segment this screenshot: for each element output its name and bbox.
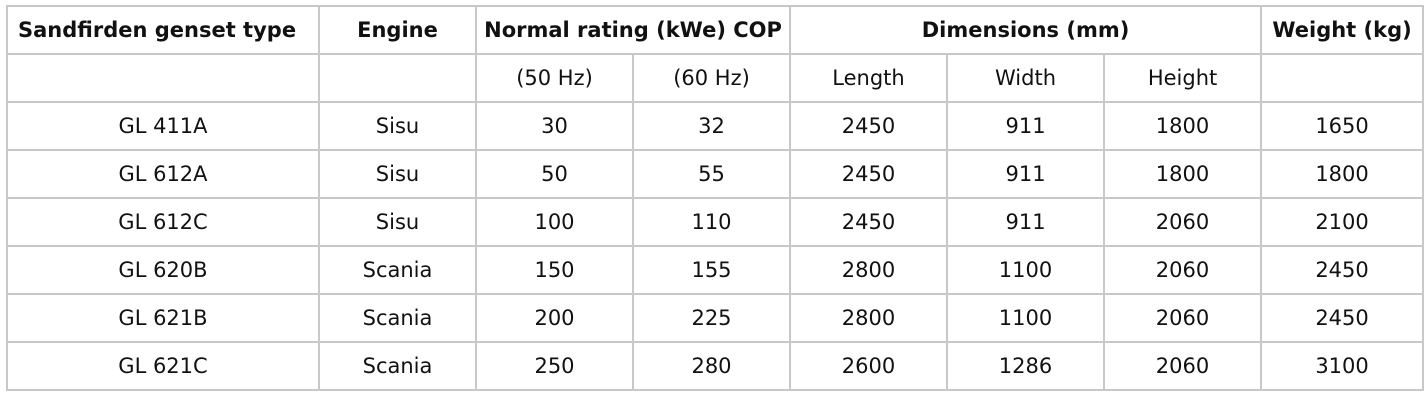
cell-rating-50hz: 30 bbox=[475, 101, 634, 151]
cell-height: 2060 bbox=[1103, 197, 1263, 247]
genset-table-container: Sandfirden genset type Engine Normal rat… bbox=[6, 5, 1425, 391]
cell-length: 2450 bbox=[789, 101, 949, 151]
table-row: GL 621C Scania 250 280 2600 1286 2060 31… bbox=[6, 341, 1425, 391]
cell-engine: Scania bbox=[318, 245, 477, 295]
subheader-length: Length bbox=[789, 53, 949, 103]
col-header-engine: Engine bbox=[318, 5, 477, 55]
subheader-empty-type bbox=[6, 53, 320, 103]
subheader-row: (50 Hz) (60 Hz) Length Width Height bbox=[6, 53, 1425, 103]
cell-height: 2060 bbox=[1103, 341, 1263, 391]
table-row: GL 620B Scania 150 155 2800 1100 2060 24… bbox=[6, 245, 1425, 295]
col-header-dimensions: Dimensions (mm) bbox=[789, 5, 1263, 55]
cell-width: 1100 bbox=[946, 293, 1106, 343]
cell-engine: Scania bbox=[318, 293, 477, 343]
cell-weight: 2450 bbox=[1260, 245, 1425, 295]
cell-rating-50hz: 200 bbox=[475, 293, 634, 343]
cell-genset-type: GL 620B bbox=[6, 245, 320, 295]
cell-genset-type: GL 612A bbox=[6, 149, 320, 199]
cell-rating-50hz: 150 bbox=[475, 245, 634, 295]
cell-height: 1800 bbox=[1103, 101, 1263, 151]
cell-weight: 3100 bbox=[1260, 341, 1425, 391]
cell-genset-type: GL 612C bbox=[6, 197, 320, 247]
cell-length: 2800 bbox=[789, 293, 949, 343]
cell-length: 2600 bbox=[789, 341, 949, 391]
cell-width: 1286 bbox=[946, 341, 1106, 391]
cell-width: 911 bbox=[946, 149, 1106, 199]
cell-engine: Sisu bbox=[318, 197, 477, 247]
col-header-weight: Weight (kg) bbox=[1260, 5, 1425, 55]
cell-weight: 2100 bbox=[1260, 197, 1425, 247]
cell-height: 2060 bbox=[1103, 293, 1263, 343]
genset-spec-table: Sandfirden genset type Engine Normal rat… bbox=[6, 5, 1425, 391]
cell-rating-60hz: 110 bbox=[631, 197, 792, 247]
header-row: Sandfirden genset type Engine Normal rat… bbox=[6, 5, 1425, 55]
cell-height: 1800 bbox=[1103, 149, 1263, 199]
subheader-height: Height bbox=[1103, 53, 1263, 103]
cell-genset-type: GL 621C bbox=[6, 341, 320, 391]
cell-length: 2450 bbox=[789, 149, 949, 199]
table-row: GL 612C Sisu 100 110 2450 911 2060 2100 bbox=[6, 197, 1425, 247]
cell-width: 911 bbox=[946, 101, 1106, 151]
cell-weight: 1650 bbox=[1260, 101, 1425, 151]
cell-height: 2060 bbox=[1103, 245, 1263, 295]
subheader-50hz: (50 Hz) bbox=[475, 53, 634, 103]
cell-length: 2450 bbox=[789, 197, 949, 247]
subheader-60hz: (60 Hz) bbox=[631, 53, 792, 103]
cell-engine: Scania bbox=[318, 341, 477, 391]
cell-rating-60hz: 280 bbox=[631, 341, 792, 391]
subheader-width: Width bbox=[946, 53, 1106, 103]
cell-rating-60hz: 55 bbox=[631, 149, 792, 199]
table-row: GL 411A Sisu 30 32 2450 911 1800 1650 bbox=[6, 101, 1425, 151]
subheader-empty-weight bbox=[1260, 53, 1425, 103]
cell-length: 2800 bbox=[789, 245, 949, 295]
subheader-empty-engine bbox=[318, 53, 477, 103]
cell-engine: Sisu bbox=[318, 149, 477, 199]
table-row: GL 621B Scania 200 225 2800 1100 2060 24… bbox=[6, 293, 1425, 343]
table-row: GL 612A Sisu 50 55 2450 911 1800 1800 bbox=[6, 149, 1425, 199]
cell-rating-60hz: 32 bbox=[631, 101, 792, 151]
cell-genset-type: GL 621B bbox=[6, 293, 320, 343]
cell-rating-50hz: 100 bbox=[475, 197, 634, 247]
col-header-genset-type: Sandfirden genset type bbox=[6, 5, 320, 55]
cell-rating-50hz: 250 bbox=[475, 341, 634, 391]
col-header-normal-rating: Normal rating (kWe) COP bbox=[474, 5, 792, 55]
cell-engine: Sisu bbox=[318, 101, 477, 151]
cell-width: 1100 bbox=[946, 245, 1106, 295]
cell-weight: 2450 bbox=[1260, 293, 1425, 343]
cell-rating-60hz: 155 bbox=[631, 245, 792, 295]
cell-genset-type: GL 411A bbox=[6, 101, 320, 151]
cell-rating-60hz: 225 bbox=[631, 293, 792, 343]
cell-rating-50hz: 50 bbox=[475, 149, 634, 199]
cell-weight: 1800 bbox=[1260, 149, 1425, 199]
cell-width: 911 bbox=[946, 197, 1106, 247]
